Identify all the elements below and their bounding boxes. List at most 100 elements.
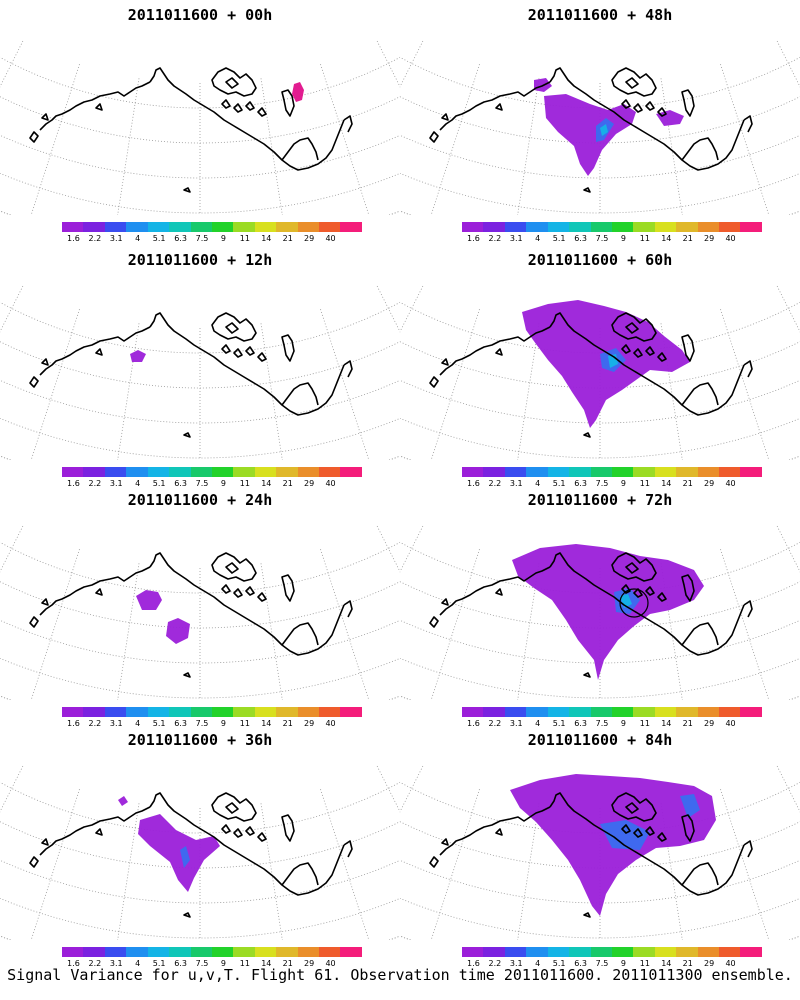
latitude-line [0,781,400,834]
colorbar-swatch [126,707,148,717]
colorbar-tick-label: 29 [704,959,715,968]
colorbar-swatch [611,222,634,232]
colorbar-swatch [547,222,570,232]
map-panel: 2011011600 + 12h 1.6 2.2 3.1 4 5.1 6.3 7.5 9 11 14… [0,245,400,490]
longitude-line [720,309,770,460]
colorbar-swatch [190,707,212,717]
colorbar-swatch [569,947,591,957]
colorbar-swatch [719,707,741,717]
colorbar-tick-label: 29 [704,479,715,488]
colorbar-tick-label: 9 [620,234,626,243]
colorbar-tick-label: 14 [261,479,272,488]
variance-field [510,774,716,916]
latitude-line [0,379,400,424]
colorbar [462,947,762,957]
colorbar-swatch [340,947,362,957]
colorbar-tick-label: 4 [535,479,541,488]
colorbar-tick-label: 4 [535,234,541,243]
coastline [29,312,353,438]
colorbar-swatch [169,947,191,957]
colorbar-swatch [654,222,677,232]
colorbar-swatch [590,707,612,717]
colorbar-tick-label: 2.2 [88,959,102,968]
colorbar-tick-label: 11 [239,479,250,488]
colorbar-ticks: 1.6 2.2 3.1 4 5.1 6.3 7.5 9 11 14 21 29 40 [450,959,775,971]
colorbar-tick-label: 1.6 [467,479,480,488]
colorbar-swatch [676,947,698,957]
colorbar-swatch [483,947,505,957]
colorbar [462,467,762,477]
colorbar-tick-label: 29 [704,234,715,243]
colorbar-swatch [211,707,234,717]
colorbar-swatch [233,707,255,717]
colorbar-tick-label: 3.1 [509,234,523,243]
latitude-line [400,781,800,834]
variance-blob [656,110,684,126]
longitude-line [30,789,80,940]
colorbar-tick-label: 5.1 [552,719,566,728]
variance-blob [136,590,162,610]
colorbar-tick-label: 4 [535,959,541,968]
colorbar-tick-label: 4 [135,719,141,728]
colorbar-ticks: 1.6 2.2 3.1 4 5.1 6.3 7.5 9 11 14 21 29 40 [50,959,375,971]
coastline [429,552,753,678]
colorbar-tick-label: 7.5 [195,959,209,968]
colorbar-tick-label: 7.5 [595,959,609,968]
colorbar-swatch [740,947,762,957]
colorbar-swatch [233,947,255,957]
colorbar-swatch [147,467,170,477]
longitude-line [720,64,770,215]
colorbar-swatch [340,467,362,477]
colorbar-tick-label: 29 [304,479,315,488]
colorbar-swatch [319,947,341,957]
colorbar-tick-label: 4 [135,479,141,488]
map-panel: 2011011600 + 36h 1.6 2.2 3.1 4 5.1 6.3 7.5 9 11 14… [0,725,400,970]
longitude-line [517,803,540,940]
colorbar-tick-label: 14 [661,719,672,728]
longitude-line [517,563,540,700]
colorbar-ticks: 1.6 2.2 3.1 4 5.1 6.3 7.5 9 11 14 21 29 40 [450,479,775,491]
colorbar-tick-label: 40 [325,234,336,243]
variance-blob [600,820,650,850]
colorbar-tick-label: 29 [304,959,315,968]
map-panel: 2011011600 + 48h 1.6 2.2 3.1 4 5.1 6.3 7.5 9 11 14… [400,0,800,245]
coastline [429,67,753,193]
colorbar-tick-label: 6.3 [574,234,587,243]
colorbar-ticks: 1.6 2.2 3.1 4 5.1 6.3 7.5 9 11 14 21 29 40 [50,719,375,731]
colorbar-tick-label: 2.2 [88,719,102,728]
colorbar-tick-label: 9 [620,959,626,968]
colorbar-ticks: 1.6 2.2 3.1 4 5.1 6.3 7.5 9 11 14 21 29 40 [50,234,375,246]
variance-field [118,796,220,892]
colorbar-tick-label: 3.1 [109,719,123,728]
longitude-line [260,563,283,700]
coastline [29,67,353,193]
colorbar-tick-label: 2.2 [488,959,502,968]
colorbar-swatch [633,707,655,717]
longitude-line [320,309,370,460]
colorbar-swatch [104,947,127,957]
colorbar-swatch [526,467,548,477]
colorbar-swatch [211,222,234,232]
colorbar-swatch [254,947,277,957]
colorbar-swatch [611,947,634,957]
panel-title: 2011011600 + 12h [127,251,273,269]
colorbar-swatch [147,947,170,957]
colorbar-swatch [483,467,505,477]
colorbar-tick-label: 6.3 [174,719,187,728]
panel-title: 2011011600 + 48h [527,6,673,24]
colorbar-tick-label: 11 [639,959,650,968]
variance-blob [130,350,146,362]
longitude-line [0,285,24,333]
map-panel: 2011011600 + 84h 1.6 2.2 3.1 4 5.1 6.3 7.5 9 11 14… [400,725,800,970]
colorbar-swatch [676,467,698,477]
colorbar-swatch [740,707,762,717]
colorbar-swatch [62,467,84,477]
colorbar-ticks: 1.6 2.2 3.1 4 5.1 6.3 7.5 9 11 14 21 29 40 [50,479,375,491]
colorbar-tick-label: 7.5 [195,234,209,243]
colorbar-swatch [169,467,191,477]
panel-title: 2011011600 + 36h [127,731,273,749]
colorbar-swatch [104,707,127,717]
figure-caption: Signal Variance for u,v,T. Flight 61. Ob… [7,966,793,984]
longitude-line [376,525,400,573]
colorbar-swatch [654,947,677,957]
